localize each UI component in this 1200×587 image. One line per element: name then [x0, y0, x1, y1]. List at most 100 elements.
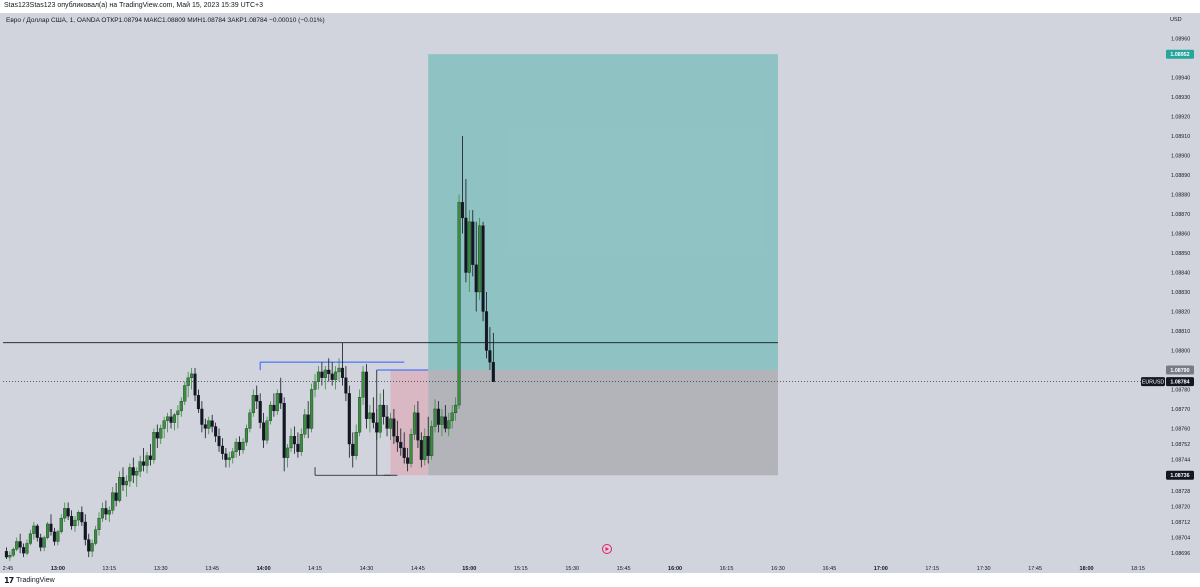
price-tick: 1.08800: [1171, 348, 1190, 354]
candle-body: [447, 420, 451, 429]
time-label: 15:00: [462, 566, 476, 572]
candle-body: [478, 225, 482, 293]
current-price-badge: 1.08784: [1166, 377, 1194, 387]
candle-body: [200, 408, 204, 425]
current-price-badge-label: 1.08784: [1170, 380, 1189, 386]
candle-body: [436, 408, 441, 425]
candle: [385, 405, 389, 437]
drawing-zones[interactable]: [390, 54, 778, 476]
candle: [320, 362, 324, 386]
time-axis[interactable]: 2:45 13:00 13:15 13:30 13:45 14:00 14:15 14:30 1…: [0, 562, 1200, 573]
candle: [471, 210, 475, 277]
candle: [196, 389, 201, 413]
replay-icon[interactable]: [602, 544, 612, 554]
candle: [121, 467, 125, 491]
candle: [262, 412, 266, 448]
price-scale[interactable]: USD 1.08960 1.08952 1.08940 1.08930 1.08920 1…: [1163, 13, 1200, 563]
candle: [183, 381, 187, 406]
candle: [244, 424, 249, 446]
candle: [258, 393, 262, 429]
candle-body: [344, 377, 348, 394]
time-label: 17:30: [977, 566, 991, 572]
price-tick: 1.08930: [1171, 95, 1190, 101]
candle: [42, 535, 46, 552]
candle: [464, 178, 468, 283]
candle-body: [406, 457, 410, 464]
candle: [234, 438, 238, 458]
candle: [18, 533, 22, 554]
candle-body: [203, 424, 207, 429]
time-label: 17:45: [1028, 566, 1042, 572]
candle-body: [323, 369, 327, 378]
candle-body: [361, 371, 365, 398]
candle: [412, 405, 417, 441]
candle: [440, 408, 444, 437]
price-tick: 1.08752: [1171, 442, 1190, 448]
price-tick: 1.08810: [1171, 329, 1190, 335]
price-tick: 1.08704: [1171, 536, 1190, 542]
candle-body: [258, 401, 262, 423]
published-info: Stas123Stas123 опубликовал(а) на Trading…: [4, 2, 263, 9]
candle: [399, 428, 403, 456]
candle: [296, 432, 300, 458]
symbol-badge: EURUSD: [1141, 377, 1165, 387]
candle-body: [433, 408, 437, 427]
candle-body: [155, 432, 159, 439]
candle: [388, 412, 393, 441]
candle-body: [18, 541, 22, 548]
candle-body: [66, 508, 70, 517]
candle: [402, 432, 406, 464]
candle: [186, 371, 190, 398]
price-chart[interactable]: Евро / Доллар США, 1, OANDA ОТКР1.08794 …: [0, 13, 1200, 573]
candle: [371, 397, 375, 429]
candle: [358, 389, 362, 437]
stop-zone[interactable]: [428, 369, 778, 476]
price-tick: 1.08830: [1171, 290, 1190, 296]
candle: [83, 514, 87, 546]
candle: [162, 416, 166, 439]
candle-body: [39, 537, 43, 548]
candle: [176, 405, 180, 429]
candle: [443, 405, 447, 433]
candle: [59, 514, 63, 534]
candle-body: [124, 480, 128, 486]
candle: [25, 539, 29, 556]
candle-body: [385, 416, 389, 429]
candle: [286, 444, 290, 468]
candle: [313, 373, 317, 398]
candle: [193, 368, 197, 402]
candle: [76, 510, 80, 526]
candle: [275, 389, 279, 415]
candle-body: [80, 512, 84, 523]
time-label: 13:30: [154, 566, 168, 572]
candle: [364, 364, 369, 429]
candle-body: [471, 221, 475, 265]
time-label: 13:45: [205, 566, 219, 572]
candle: [409, 428, 413, 468]
candle: [39, 533, 43, 552]
candle-body: [354, 432, 358, 456]
candle: [327, 358, 331, 382]
tradingview-logo[interactable]: 17 TradingView: [4, 575, 55, 585]
target-zone[interactable]: [428, 54, 778, 370]
candle-body: [347, 393, 351, 445]
candle: [279, 377, 283, 409]
time-label: 18:15: [1131, 566, 1145, 572]
candle: [179, 397, 183, 417]
candle-body: [107, 510, 111, 515]
time-axis-background: [0, 562, 1200, 573]
candle: [227, 451, 231, 468]
candle-body: [220, 445, 225, 454]
candle-body: [104, 508, 108, 515]
candle: [251, 389, 255, 417]
candle-body: [299, 434, 303, 452]
candle-body: [190, 373, 194, 378]
candle: [231, 447, 235, 464]
candle-body: [316, 371, 321, 382]
candle-body: [83, 521, 87, 540]
time-label: 15:15: [514, 566, 528, 572]
candle-body: [210, 420, 214, 427]
candle-body: [56, 531, 60, 542]
candle: [100, 502, 104, 523]
candle-body: [313, 381, 317, 390]
